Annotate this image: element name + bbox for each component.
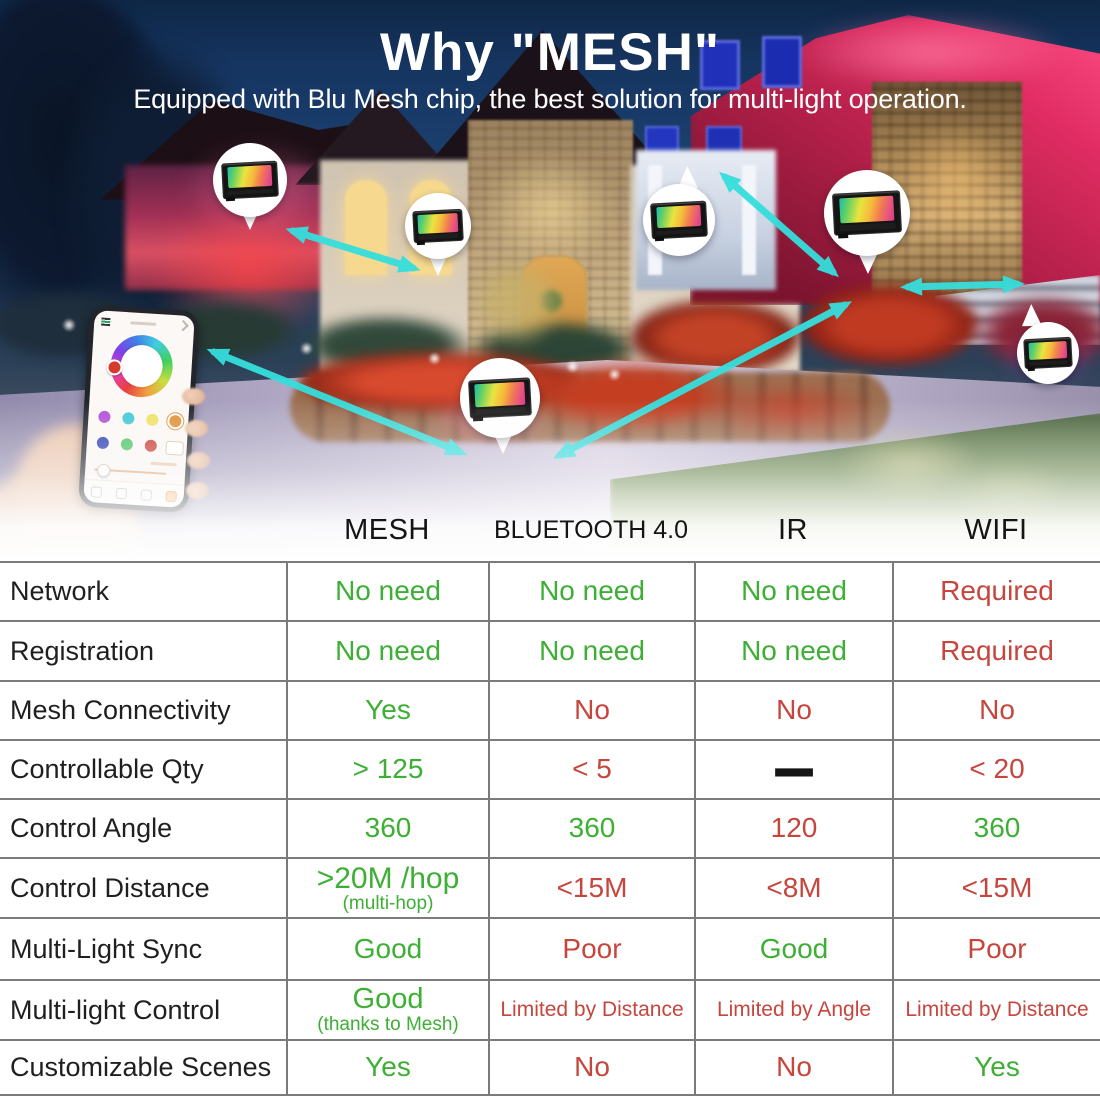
row-label: Registration bbox=[10, 635, 155, 666]
hero-photo: Why "MESH" Equipped with Blu Mesh chip, … bbox=[0, 0, 1100, 560]
row-label: Network bbox=[10, 576, 110, 606]
cell-registration-bluetooth: No need bbox=[488, 622, 694, 680]
cell-meshconn-wifi: No bbox=[892, 682, 1100, 739]
cell-qty-ir: — bbox=[694, 723, 892, 811]
page-title: Why "MESH" bbox=[380, 23, 720, 82]
cell-angle-mesh: 360 bbox=[286, 800, 488, 857]
cell-registration-mesh: No need bbox=[286, 622, 488, 680]
column-header-ir: IR bbox=[778, 514, 808, 546]
table-row-mesh-connectivity: Mesh Connectivity Yes No No No bbox=[0, 680, 1100, 739]
rgb-floodlight-icon bbox=[831, 190, 903, 239]
cell-network-bluetooth: No need bbox=[488, 563, 694, 620]
table-row-registration: Registration No need No need No need Req… bbox=[0, 620, 1100, 680]
rgb-floodlight-icon bbox=[1023, 336, 1073, 371]
rgb-floodlight-icon bbox=[468, 377, 532, 422]
cell-angle-bluetooth: 360 bbox=[488, 800, 694, 857]
row-label: Mesh Connectivity bbox=[10, 695, 231, 725]
cell-meshconn-bluetooth: No bbox=[488, 682, 694, 739]
cell-scenes-mesh: Yes bbox=[286, 1041, 488, 1094]
table-header-row: MESH BLUETOOTH 4.0 IR WIFI bbox=[0, 500, 1100, 561]
table-row-control-angle: Control Angle 360 360 120 360 bbox=[0, 798, 1100, 857]
cell-network-mesh: No need bbox=[286, 563, 488, 620]
cell-distance-wifi: <15M bbox=[892, 859, 1100, 917]
cell-scenes-wifi: Yes bbox=[892, 1041, 1100, 1094]
cell-registration-ir: No need bbox=[694, 622, 892, 680]
cell-control-wifi: Limited by Distance bbox=[892, 981, 1100, 1039]
cell-network-wifi: Required bbox=[892, 563, 1100, 620]
cell-distance-ir: <8M bbox=[694, 859, 892, 917]
cell-meshconn-mesh: Yes bbox=[286, 682, 488, 739]
column-header-bluetooth: BLUETOOTH 4.0 bbox=[493, 516, 689, 544]
rgb-floodlight-icon bbox=[412, 208, 464, 246]
cell-control-ir: Limited by Angle bbox=[694, 981, 892, 1039]
column-header-mesh: MESH bbox=[344, 514, 430, 546]
cell-sync-mesh: Good bbox=[286, 919, 488, 979]
cell-sync-wifi: Poor bbox=[892, 919, 1100, 979]
cell-scenes-bluetooth: No bbox=[488, 1041, 694, 1094]
table-row-multi-light-control: Multi-light Control Good (thanks to Mesh… bbox=[0, 979, 1100, 1039]
row-label: Customizable Scenes bbox=[10, 1052, 272, 1082]
cell-control-bluetooth: Limited by Distance bbox=[488, 981, 694, 1039]
column-header-wifi: WIFI bbox=[964, 514, 1028, 546]
cell-qty-mesh: > 125 bbox=[286, 741, 488, 798]
cell-control-mesh: Good (thanks to Mesh) bbox=[286, 981, 488, 1039]
cell-qty-bluetooth: < 5 bbox=[488, 741, 694, 798]
cell-sync-ir: Good bbox=[694, 919, 892, 979]
cell-angle-ir: 120 bbox=[694, 800, 892, 857]
comparison-table: MESH BLUETOOTH 4.0 IR WIFI Network No ne… bbox=[0, 500, 1100, 1096]
row-label: Control Angle bbox=[10, 813, 173, 843]
cell-scenes-ir: No bbox=[694, 1041, 892, 1094]
cell-qty-wifi: < 20 bbox=[892, 741, 1100, 798]
cell-distance-bluetooth: <15M bbox=[488, 859, 694, 917]
table-row-network: Network No need No need No need Required bbox=[0, 561, 1100, 620]
cell-meshconn-ir: No bbox=[694, 682, 892, 739]
table-row-controllable-qty: Controllable Qty > 125 < 5 — < 20 bbox=[0, 723, 1100, 811]
page-subtitle: Equipped with Blu Mesh chip, the best so… bbox=[133, 84, 967, 114]
cell-sync-bluetooth: Poor bbox=[488, 919, 694, 979]
rgb-floodlight-icon bbox=[221, 160, 279, 202]
cell-network-ir: No need bbox=[694, 563, 892, 620]
cell-angle-wifi: 360 bbox=[892, 800, 1100, 857]
cell-distance-mesh: >20M /hop (multi-hop) bbox=[286, 859, 488, 917]
row-label: Multi-Light Sync bbox=[10, 933, 203, 964]
table-row-customizable-scenes: Customizable Scenes Yes No No Yes bbox=[0, 1039, 1100, 1096]
cell-registration-wifi: Required bbox=[892, 622, 1100, 680]
rgb-floodlight-icon bbox=[650, 200, 708, 242]
table-row-control-distance: Control Distance >20M /hop (multi-hop) <… bbox=[0, 857, 1100, 917]
table-row-multi-light-sync: Multi-Light Sync Good Poor Good Poor bbox=[0, 917, 1100, 979]
row-label: Multi-light Control bbox=[10, 994, 221, 1025]
row-label: Controllable Qty bbox=[10, 754, 204, 784]
row-label: Control Distance bbox=[10, 872, 210, 903]
